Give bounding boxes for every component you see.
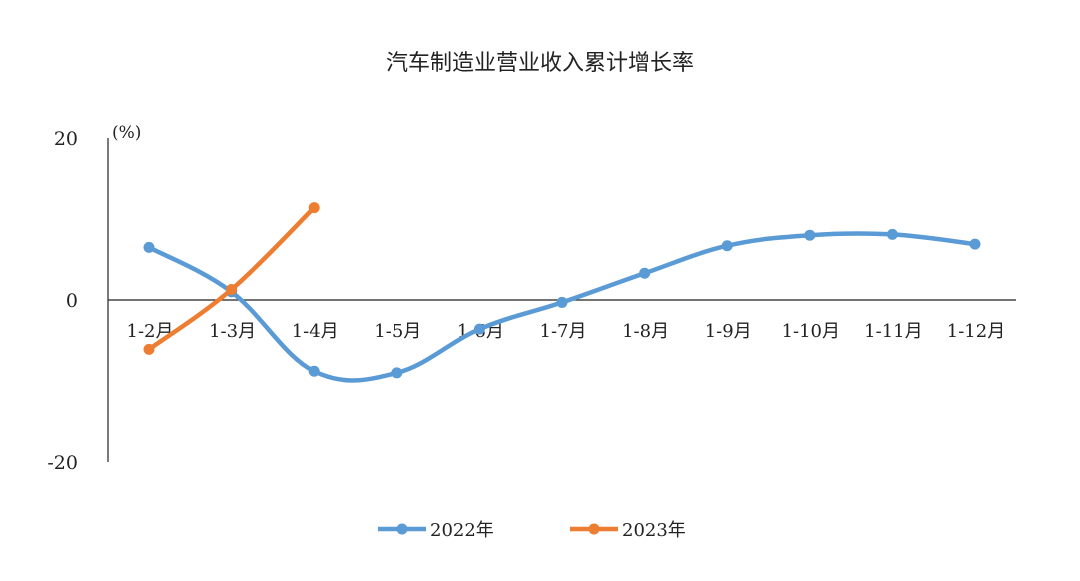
legend-item: 2022年 <box>378 520 494 541</box>
y-tick-label: 20 <box>54 128 78 150</box>
series-0 <box>143 228 981 383</box>
data-point <box>308 365 320 377</box>
data-point <box>969 238 981 250</box>
y-unit-label: (%) <box>112 123 141 143</box>
y-tick-label: 0 <box>66 290 78 312</box>
series-1 <box>143 202 320 355</box>
data-point <box>639 267 651 279</box>
x-tick-label: 1-2月 <box>127 321 174 342</box>
x-tick-label: 1-3月 <box>209 321 256 342</box>
legend-marker <box>588 523 600 535</box>
legend-item: 2023年 <box>570 520 686 541</box>
chart-title: 汽车制造业营业收入累计增长率 <box>386 51 694 76</box>
legend-label: 2023年 <box>622 520 686 541</box>
data-point <box>556 296 568 308</box>
legend-marker <box>396 523 408 535</box>
data-point <box>721 240 733 252</box>
x-tick-label: 1-10月 <box>782 321 840 342</box>
legend-label: 2022年 <box>430 520 494 541</box>
x-tick-label: 1-8月 <box>622 321 669 342</box>
y-tick-labels: 20 0 -20 <box>47 128 78 474</box>
data-point <box>473 323 485 335</box>
data-point <box>886 228 898 240</box>
x-tick-label: 1-11月 <box>864 321 922 342</box>
x-tick-label: 1-9月 <box>705 321 752 342</box>
x-tick-label: 1-12月 <box>947 321 1005 342</box>
x-tick-label: 1-7月 <box>540 321 587 342</box>
y-tick-label: -20 <box>47 452 78 474</box>
x-tick-label: 1-5月 <box>374 321 421 342</box>
series-layer <box>143 202 981 383</box>
legend: 2022年 2023年 <box>378 520 686 541</box>
data-point <box>391 367 403 379</box>
data-point <box>226 283 238 295</box>
x-tick-label: 1-4月 <box>292 321 339 342</box>
data-point <box>143 343 155 355</box>
data-point <box>308 202 320 214</box>
x-tick-labels: 1-2月1-3月1-4月1-5月1-6月1-7月1-8月1-9月1-10月1-1… <box>127 321 1006 342</box>
data-point <box>143 241 155 253</box>
data-point <box>804 229 816 241</box>
